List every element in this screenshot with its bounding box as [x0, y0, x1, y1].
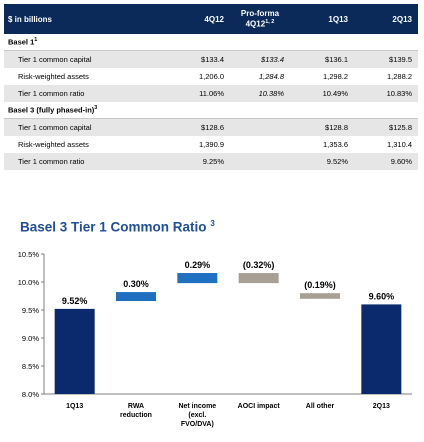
cell-1q13: 9.52%: [290, 153, 354, 170]
cell-1q13: $128.8: [290, 118, 354, 136]
cell-4q12: 1,206.0: [198, 72, 224, 81]
data-label: 9.60%: [369, 291, 395, 301]
bar: [300, 293, 340, 299]
data-label: 0.30%: [123, 279, 149, 289]
cell-2q13: $125.8: [354, 118, 418, 136]
table-row: Tier 1 common capital $133.4 $133.4 $136…: [4, 50, 418, 68]
cell-pro-forma: [230, 136, 290, 153]
cell-2q13: 1,288.2: [386, 72, 412, 81]
data-label: (0.32%): [243, 260, 275, 270]
data-label: 0.29%: [185, 260, 211, 270]
section-basel1-footnote: 1: [34, 37, 38, 44]
header-pro-forma-line2: 4Q12: [245, 19, 266, 29]
header-2q13: 2Q13: [392, 14, 412, 24]
y-tick-label: 10.0%: [18, 278, 40, 287]
cell-4q12: $128.6: [170, 118, 230, 136]
chart-title: Basel 3 Tier 1 Common Ratio 3: [20, 219, 215, 235]
header-pro-forma-line1: Pro-forma: [240, 9, 280, 19]
cell-pro-forma: [230, 118, 290, 136]
category-label-line: reduction: [120, 412, 152, 419]
chart-title-text: Basel 3 Tier 1 Common Ratio: [20, 219, 207, 235]
cell-pro-forma: [230, 153, 290, 170]
table-row: Risk-weighted assets 1,390.9 1,353.6 1,3…: [4, 136, 418, 153]
cell-2q13: 10.83%: [354, 85, 418, 102]
section-basel3-label: Basel 3 (fully phased-in): [8, 105, 95, 115]
waterfall-chart: 8.0% 8.5% 9.0% 9.5% 10.0% 10.5% 9.52% 0.30% 0.2…: [18, 250, 412, 428]
cell-2q13: 1,310.4: [386, 140, 412, 149]
section-basel1: Basel 11: [4, 34, 418, 51]
category-label-line: 1Q13: [66, 403, 83, 410]
row-label: Tier 1 common ratio: [4, 85, 170, 102]
bars-group: 9.52% 0.30% 0.29% (0.32%) (0.19%) 9.60%: [54, 260, 402, 394]
row-label: Risk-weighted assets: [18, 140, 89, 149]
cell-4q12: $133.4: [170, 50, 230, 68]
cell-pro-forma: 1,284.8: [258, 72, 284, 81]
category-label: 1Q13: [66, 403, 83, 410]
section-basel3-footnote: 3: [94, 105, 98, 112]
category-label-line: Net income: [178, 403, 216, 410]
header-pro-forma: Pro-forma 4Q121, 2: [230, 4, 290, 34]
y-tick-label: 9.0%: [22, 334, 39, 343]
category-label: AOCI impact: [238, 403, 281, 410]
bar: [177, 273, 218, 284]
row-label: Tier 1 common ratio: [4, 153, 170, 170]
category-label-line: FVO/DVA): [181, 421, 214, 428]
table-row: Tier 1 common ratio 9.25% 9.52% 9.60%: [4, 153, 418, 170]
category-label-line: All other: [306, 403, 335, 410]
cell-2q13: 9.60%: [354, 153, 418, 170]
section-basel1-label: Basel 1: [8, 37, 35, 47]
category-label-line: AOCI impact: [238, 403, 281, 410]
capital-ratio-table: $ in billions 4Q12 Pro-forma 4Q121, 2 1Q…: [4, 4, 418, 170]
cell-1q13: 10.49%: [290, 85, 354, 102]
cell-pro-forma: $133.4: [230, 50, 290, 68]
cell-2q13: $139.5: [354, 50, 418, 68]
cell-4q12: 11.06%: [170, 85, 230, 102]
row-label: Tier 1 common capital: [4, 50, 170, 68]
header-1q13: 1Q13: [328, 14, 348, 24]
row-label: Tier 1 common capital: [4, 118, 170, 136]
bar: [238, 273, 279, 284]
category-label-line: 2Q13: [373, 403, 390, 410]
category-label: All other: [306, 403, 335, 410]
row-label: Risk-weighted assets: [18, 72, 89, 81]
header-pro-forma-footnote: 1, 2: [265, 19, 275, 26]
y-axis: 8.0% 8.5% 9.0% 9.5% 10.0% 10.5%: [18, 250, 412, 399]
table-row: Risk-weighted assets 1,206.0 1,284.8 1,2…: [4, 68, 418, 85]
category-label-line: RWA: [128, 403, 144, 410]
category-labels-group: 1Q13 RWA reduction Net income (excl. FVO/DVA)…: [66, 403, 390, 428]
table-row: Tier 1 common capital $128.6 $128.8 $125…: [4, 118, 418, 136]
chart-title-footnote: 3: [210, 219, 215, 228]
cell-1q13: 1,298.2: [322, 72, 348, 81]
category-label-line: (excl.: [188, 412, 206, 419]
bar: [54, 308, 95, 394]
y-tick-label: 10.5%: [18, 250, 40, 259]
capital-table-container: $ in billions 4Q12 Pro-forma 4Q121, 2 1Q…: [4, 4, 418, 170]
y-tick-label: 9.5%: [22, 306, 39, 315]
section-basel1-title: Basel 11: [4, 34, 418, 51]
data-label: 9.52%: [62, 296, 88, 306]
section-basel3: Basel 3 (fully phased-in)3: [4, 102, 418, 119]
bar: [361, 304, 402, 394]
section-basel3-title: Basel 3 (fully phased-in)3: [4, 102, 418, 119]
cell-4q12: 1,390.9: [198, 140, 224, 149]
cell-pro-forma: 10.38%: [230, 85, 290, 102]
cell-4q12: 9.25%: [170, 153, 230, 170]
header-4q12: 4Q12: [204, 14, 224, 24]
bar: [116, 292, 156, 302]
cell-1q13: $136.1: [290, 50, 354, 68]
cell-1q13: 1,353.6: [322, 140, 348, 149]
table-header-row: $ in billions 4Q12 Pro-forma 4Q121, 2 1Q…: [4, 4, 418, 34]
data-label: (0.19%): [304, 280, 336, 290]
y-tick-label: 8.5%: [22, 362, 39, 371]
y-tick-label: 8.0%: [22, 390, 39, 399]
category-label: RWA reduction: [120, 403, 152, 419]
category-label: Net income (excl. FVO/DVA): [178, 403, 216, 428]
category-label: 2Q13: [373, 403, 390, 410]
table-row: Tier 1 common ratio 11.06% 10.38% 10.49%…: [4, 85, 418, 102]
header-units: $ in billions: [8, 14, 53, 24]
